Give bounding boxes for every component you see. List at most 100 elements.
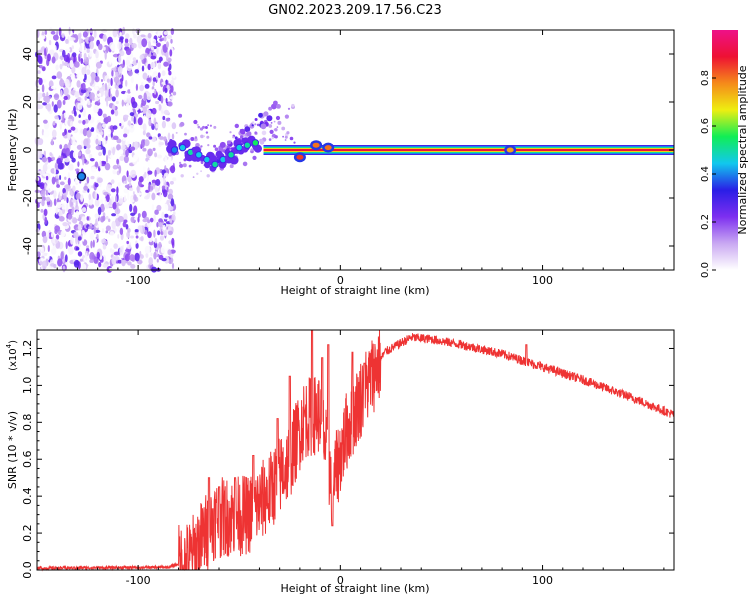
spectrogram-streak-blob (246, 131, 252, 137)
spectrogram-noise-blob (75, 200, 78, 208)
spectrogram-noise-blob (172, 177, 177, 182)
spectrogram-noise-blob (53, 167, 57, 175)
spectrogram-noise-blob (51, 75, 57, 80)
spectrogram-noise-blob (161, 120, 166, 129)
spectrogram-noise-blob (94, 198, 100, 207)
spectrogram-noise-blob (62, 222, 68, 227)
spectrogram-noise-blob (98, 43, 103, 51)
spectrogram-noise-blob (55, 83, 60, 89)
spectrogram-noise-blob (112, 164, 118, 170)
spectrogram-noise-blob (119, 36, 124, 40)
snr-scale-base: (x10 (8, 348, 19, 371)
spectrogram-streak-blob (239, 128, 245, 134)
spectrogram-noise-blob (102, 123, 106, 129)
spectrogram-noise-blob (135, 242, 139, 249)
spectrogram-scatter-blob (261, 130, 267, 136)
spectrogram-noise-blob (107, 149, 112, 156)
spectrogram-noise-blob (126, 141, 130, 148)
spectrogram-noise-blob (39, 35, 46, 40)
spectrogram-noise-blob (111, 213, 117, 217)
spectrogram-noise-blob (118, 54, 122, 64)
spectrogram-noise-blob (87, 100, 91, 106)
spectrogram-feature (324, 145, 332, 151)
spectrogram-scatter-blob (284, 114, 289, 119)
spectrogram-noise-blob (123, 188, 129, 194)
spectrogram-noise-blob (47, 245, 50, 252)
spectrogram-noise-blob (160, 95, 164, 104)
spectrogram-noise-blob (145, 52, 148, 57)
spectrogram-noise-blob (163, 31, 168, 35)
spectrogram-noise-blob (56, 201, 62, 209)
spectrogram-noise-blob (137, 42, 143, 49)
spectrogram-noise-blob (55, 234, 60, 240)
spectrogram-noise-blob (102, 263, 109, 268)
spectrogram-noise-blob (90, 175, 95, 180)
spectrogram-noise-blob (106, 154, 108, 163)
spectrogram-scatter-blob (268, 138, 272, 141)
spectrogram-noise-blob (133, 154, 139, 160)
spectrogram-noise-blob (169, 180, 174, 185)
spectrogram-noise-blob (138, 94, 143, 100)
spectrogram-scatter-blob (259, 140, 265, 145)
spectrogram-scatter-blob (214, 147, 219, 151)
snr-scale-close: ) (8, 340, 19, 344)
spectrogram-noise-blob (124, 184, 130, 189)
spectrogram-noise-blob (151, 179, 157, 184)
spectrogram-noise-blob (41, 66, 46, 72)
spectrogram-noise-blob (88, 181, 94, 186)
spectrogram-streak-blob (258, 112, 263, 118)
spectrogram-noise-blob (99, 160, 102, 169)
spectrogram-noise-blob (73, 148, 78, 152)
spectrogram-noise-blob (129, 203, 133, 212)
spectrogram-noise-blob (63, 54, 70, 62)
spectrogram-noise-blob (49, 152, 52, 157)
spectrogram-noise-blob (152, 77, 157, 82)
spectrogram-noise-blob (125, 224, 129, 230)
spectrogram-noise-blob (167, 132, 171, 141)
spectrogram-noise-blob (130, 235, 134, 239)
spectrogram-scatter-blob (289, 136, 294, 141)
spectrogram-noise-blob (91, 127, 95, 132)
spectrogram-noise-blob (118, 84, 123, 89)
spectrogram-noise-blob (164, 255, 170, 264)
spectrogram-noise-blob (127, 63, 133, 69)
spectrogram-noise-blob (139, 132, 143, 136)
spectrogram-noise-blob (105, 215, 109, 220)
spectrogram-streak-blob (273, 100, 278, 106)
spectrogram-noise-blob (163, 109, 170, 116)
spectrogram-feature (296, 154, 304, 160)
spectrogram-noise-blob (148, 70, 151, 78)
spectrogram-noise-blob (79, 37, 82, 45)
spectrogram-streak-blob (251, 124, 254, 127)
spectrogram-noise-blob (94, 161, 99, 168)
spectrogram-noise-blob (46, 200, 51, 206)
spectrogram-noise-blob (93, 97, 100, 101)
spectrogram-noise-blob (130, 88, 136, 94)
spectrogram-noise-blob (52, 120, 56, 126)
spectrogram-noise-blob (165, 97, 168, 104)
spectrogram-noise-blob (105, 233, 110, 239)
spectrogram-noise-blob (103, 191, 109, 196)
spectrogram-scatter-blob (213, 125, 217, 129)
spectrogram-noise-blob (143, 114, 146, 122)
spectrogram-noise-blob (162, 37, 164, 41)
spectrogram-noise-blob (40, 190, 46, 197)
spectrogram-noise-blob (41, 84, 45, 93)
spectrogram-noise-blob (144, 217, 149, 220)
spectrogram-noise-blob (60, 230, 65, 238)
spectrogram-noise-blob (116, 138, 122, 144)
spectrogram-noise-blob (163, 203, 169, 213)
spectrogram-trace-point (195, 151, 203, 159)
spectrogram-noise-blob (89, 50, 93, 57)
spectrogram-noise-blob (155, 179, 161, 186)
spectrogram-noise-blob (37, 70, 41, 74)
spectrogram-noise-blob (168, 188, 174, 195)
spectrogram-noise-blob (139, 171, 145, 175)
spectrogram-noise-blob (112, 170, 117, 175)
spectrogram-noise-blob (86, 216, 90, 221)
spectrogram-noise-blob (142, 123, 147, 132)
spectrogram-noise-blob (56, 71, 63, 79)
spectrogram-noise-blob (106, 78, 110, 83)
spectrogram-scatter-blob (184, 132, 187, 136)
snr-ytick-label: 1.0 (21, 377, 34, 395)
